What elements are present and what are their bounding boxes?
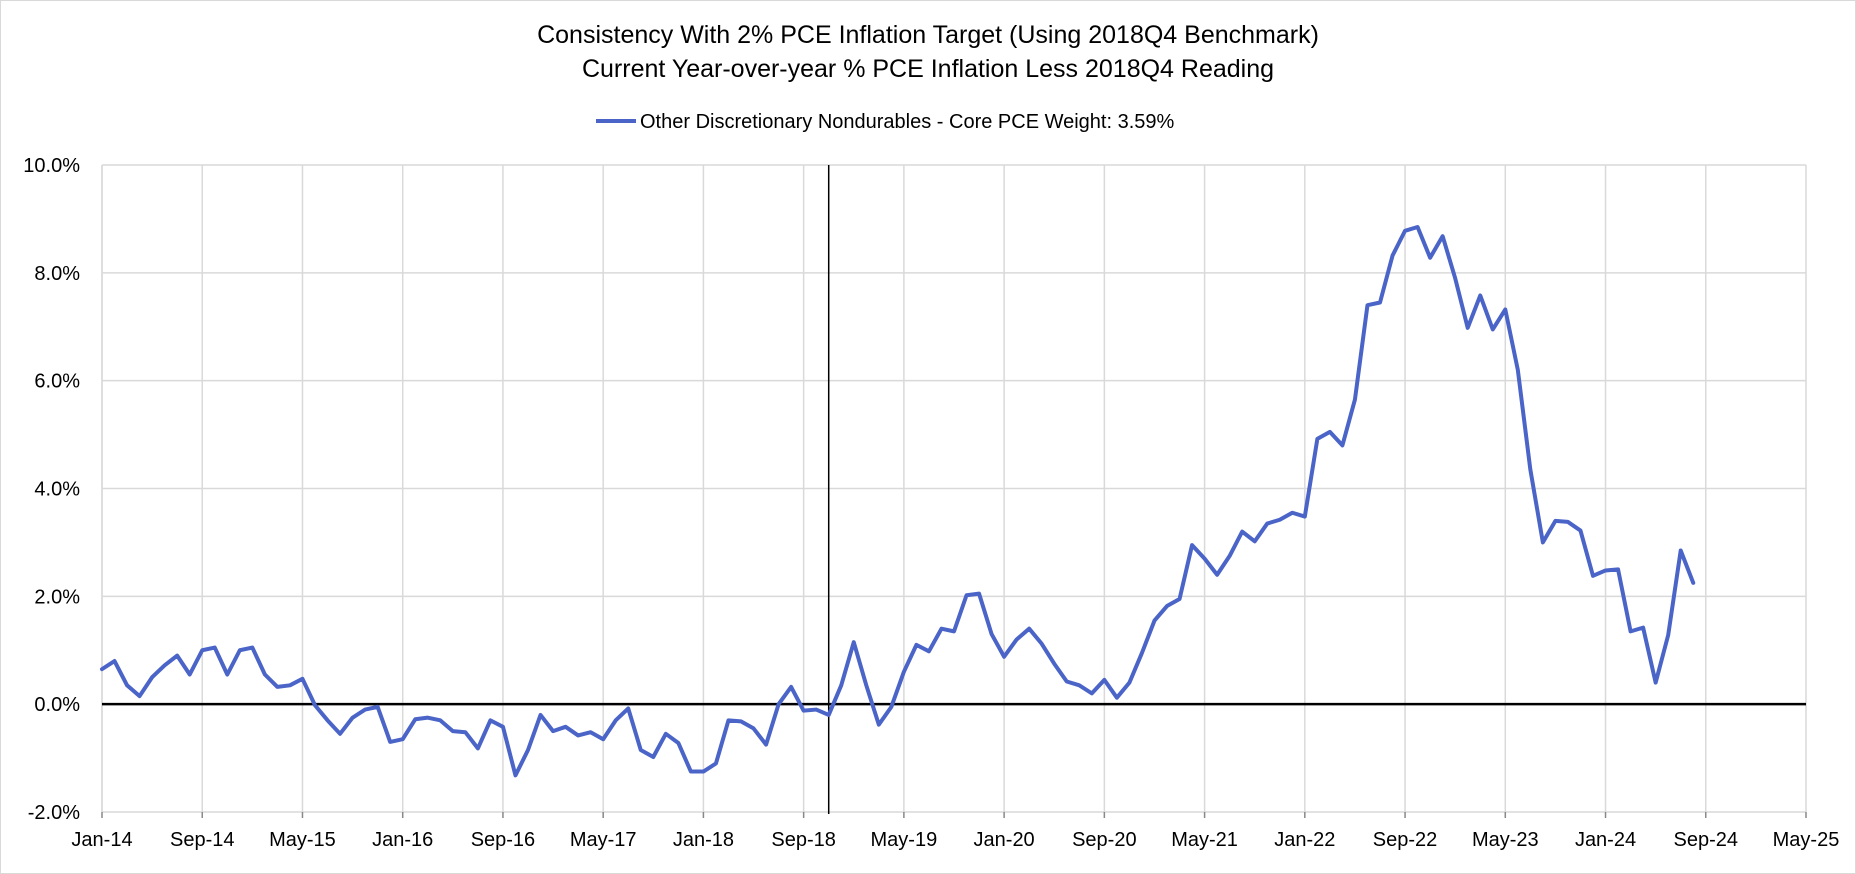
x-tick-label: May-23 bbox=[1472, 829, 1539, 851]
x-tick-label: Sep-18 bbox=[771, 829, 836, 851]
x-tick-label: Sep-14 bbox=[170, 829, 235, 851]
y-tick-label: 10.0% bbox=[23, 155, 80, 177]
y-tick-label: -2.0% bbox=[28, 802, 80, 824]
x-tick-label: Sep-20 bbox=[1072, 829, 1137, 851]
x-tick-label: Sep-16 bbox=[471, 829, 536, 851]
chart-title: Consistency With 2% PCE Inflation Target… bbox=[537, 21, 1319, 49]
axes bbox=[101, 165, 1806, 814]
x-tick-label: Jan-16 bbox=[372, 829, 433, 851]
x-tick-label: Jan-14 bbox=[71, 829, 132, 851]
x-tick-label: May-17 bbox=[570, 829, 637, 851]
x-tick-label: Sep-22 bbox=[1373, 829, 1438, 851]
y-tick-label: 4.0% bbox=[34, 479, 80, 501]
gridlines bbox=[101, 164, 1807, 813]
x-tick-label: May-25 bbox=[1773, 829, 1840, 851]
series-group bbox=[100, 225, 1696, 778]
x-tick-label: Sep-24 bbox=[1674, 829, 1739, 851]
y-axis-ticks: -2.0% 0.0% 2.0% 4.0% 6.0% 8.0% 10.0% bbox=[23, 155, 80, 824]
x-tick-label: May-21 bbox=[1171, 829, 1238, 851]
legend: Other Discretionary Nondurables - Core P… bbox=[596, 111, 1175, 133]
x-tick-label: May-19 bbox=[871, 829, 938, 851]
series-line bbox=[100, 225, 1696, 778]
y-tick-label: 0.0% bbox=[34, 694, 80, 716]
x-tick-label: Jan-20 bbox=[974, 829, 1035, 851]
legend-label: Other Discretionary Nondurables - Core P… bbox=[640, 111, 1175, 133]
chart-subtitle: Current Year-over-year % PCE Inflation L… bbox=[582, 55, 1274, 83]
x-tick-label: Jan-22 bbox=[1274, 829, 1335, 851]
x-axis-ticks: Jan-14 Sep-14 May-15 Jan-16 Sep-16 May-17 Jan-… bbox=[71, 812, 1839, 851]
y-tick-label: 2.0% bbox=[34, 586, 80, 608]
x-tick-label: Jan-18 bbox=[673, 829, 734, 851]
x-tick-label: May-15 bbox=[269, 829, 336, 851]
y-tick-label: 6.0% bbox=[34, 371, 80, 393]
x-tick-label: Jan-24 bbox=[1575, 829, 1636, 851]
y-tick-label: 8.0% bbox=[34, 263, 80, 285]
